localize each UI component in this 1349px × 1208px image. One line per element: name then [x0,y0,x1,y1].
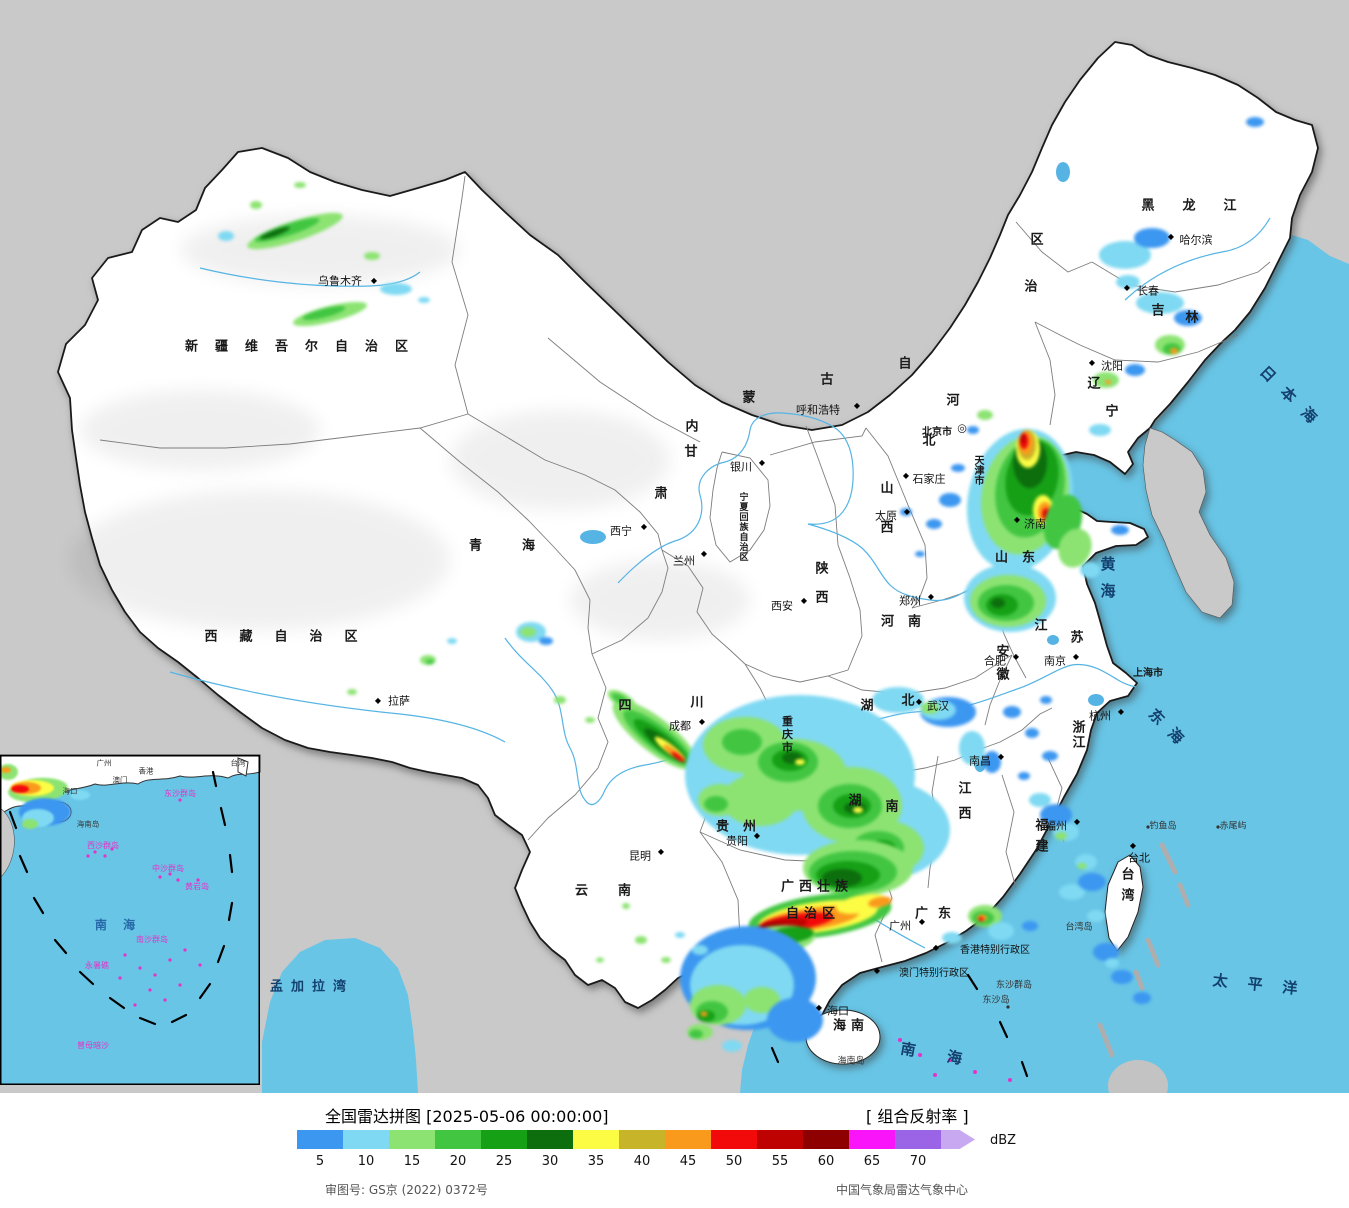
colorbar-seg-50 [711,1130,757,1149]
diaoyu-island-dot [1146,825,1150,829]
colorbar-seg-55 [757,1130,803,1149]
colorbar-seg-30 [527,1130,573,1149]
colorbar-ticks: 5 10 15 20 25 30 35 40 45 50 55 60 65 70 [297,1154,941,1169]
chiwei-island-dot [1216,825,1220,829]
inset-taiwan [237,757,249,777]
colorbar [297,1130,975,1149]
inset-island-dots [86,798,202,1007]
colorbar-seg-65 [849,1130,895,1149]
colorbar-seg-40 [619,1130,665,1149]
inset-nine-dash-line [8,770,234,1026]
colorbar-seg-60 [803,1130,849,1149]
data-source: 中国气象局雷达气象中心 [836,1183,969,1197]
inset-vietnam-coast [0,807,15,879]
colorbar-seg-15 [389,1130,435,1149]
colorbar-seg-45 [665,1130,711,1149]
lakes [580,162,1104,772]
colorbar-tick-65: 65 [863,1154,881,1169]
colorbar-seg-25 [481,1130,527,1149]
inset-coast-land [0,754,261,815]
legend-panel: 全国雷达拼图 [2025-05-06 00:00:00] [ 组合反射率 ] d… [0,1093,1349,1208]
colorbar-tick-25: 25 [495,1154,513,1169]
colorbar-tick-5: 5 [315,1154,325,1169]
inset-border [0,755,260,1085]
colorbar-tick-50: 50 [725,1154,743,1169]
legend-title: 全国雷达拼图 [2025-05-06 00:00:00] [325,1107,609,1126]
map-canvas [0,41,1349,1093]
colorbar-tick-40: 40 [633,1154,651,1169]
map-approval-number: 审图号: GS京 (2022) 0372号 [325,1183,488,1197]
colorbar-seg-35 [573,1130,619,1149]
bay-of-bengal-area [262,938,418,1093]
colorbar-seg-70 [895,1130,941,1149]
radar-echoes [218,117,1264,1052]
luzon-island [1108,1060,1168,1093]
dbz-unit: dBZ [990,1133,1017,1148]
china-radar-map: 新疆维吾尔自治区 西藏自治区 青海甘肃内蒙古自治区黑龙江吉林辽宁河北山西 山东 河南 陕西… [0,0,1349,1093]
legend-product: [ 组合反射率 ] [866,1107,969,1126]
colorbar-tick-10: 10 [357,1154,375,1169]
south-sea-island-dots [898,1038,1012,1082]
east-sea-area [740,235,1349,1093]
colorbar-tick-30: 30 [541,1154,559,1169]
terrain-shading [70,215,750,640]
colorbar-seg-5 [297,1130,343,1149]
colorbar-tick-70: 70 [909,1154,927,1169]
dongsha-island-dot [1006,1005,1010,1009]
colorbar-overflow-arrow [941,1130,975,1149]
colorbar-tick-45: 45 [679,1154,697,1169]
colorbar-seg-10 [343,1130,389,1149]
colorbar-tick-60: 60 [817,1154,835,1169]
colorbar-seg-20 [435,1130,481,1149]
korea-peninsula [1142,427,1235,619]
colorbar-tick-15: 15 [403,1154,421,1169]
colorbar-tick-35: 35 [587,1154,605,1169]
south-china-sea-inset [0,754,261,1085]
ryukyu-islands [1097,842,1191,1058]
inset-radar-echoes [0,764,90,829]
taiwan-island [1104,854,1144,952]
sea-layer [262,235,1349,1093]
colorbar-tick-55: 55 [771,1154,789,1169]
colorbar-tick-20: 20 [449,1154,467,1169]
nine-dash-line-main [770,973,1029,1078]
